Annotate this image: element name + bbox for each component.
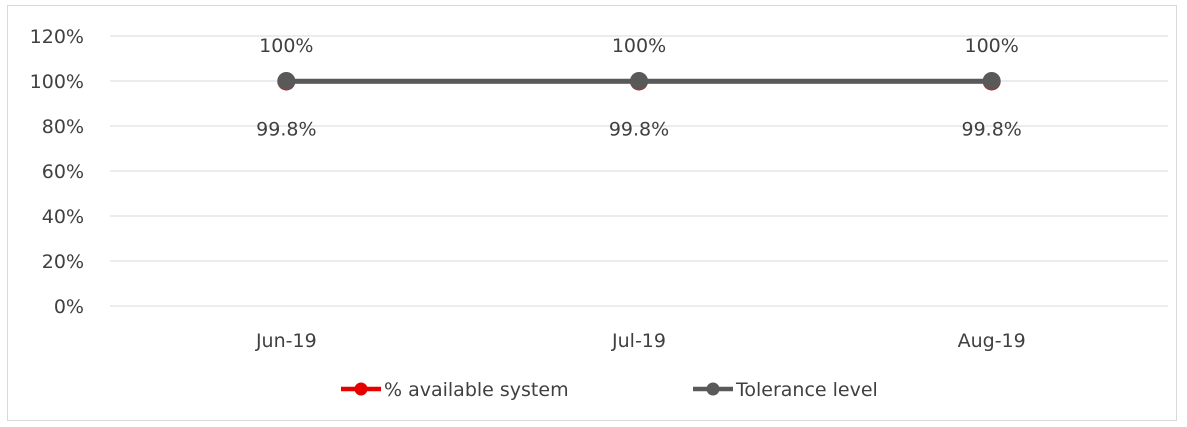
- line-chart: 0% 20% 40% 60% 80% 100% 120% Jun-19 Jul-19 Aug-1…: [30, 26, 1168, 401]
- data-label-1: 100%: [612, 35, 666, 57]
- y-tick-label: 100%: [30, 71, 84, 93]
- y-tick-label: 20%: [42, 251, 84, 273]
- data-label-1: 100%: [965, 35, 1019, 57]
- x-tick-label: Aug-19: [958, 330, 1026, 352]
- y-tick-label: 0%: [54, 296, 84, 318]
- y-tick-label: 40%: [42, 206, 84, 228]
- legend-label-1: Tolerance level: [735, 379, 878, 401]
- series-lines: [277, 72, 1001, 91]
- legend-marker-0: [354, 382, 368, 396]
- data-label-0: 99.8%: [961, 118, 1021, 140]
- x-axis-ticks: Jun-19 Jul-19 Aug-19: [255, 330, 1026, 352]
- chart-frame: 0% 20% 40% 60% 80% 100% 120% Jun-19 Jul-19 Aug-1…: [7, 5, 1177, 421]
- x-tick-label: Jul-19: [611, 330, 666, 352]
- legend: % available system Tolerance level: [341, 379, 878, 401]
- x-tick-label: Jun-19: [255, 330, 317, 352]
- y-tick-label: 120%: [30, 26, 84, 48]
- data-labels: 99.8% 99.8% 99.8% 100% 100% 100%: [256, 35, 1022, 140]
- legend-marker-1: [706, 382, 720, 396]
- series-point-1: [277, 72, 296, 90]
- data-label-0: 99.8%: [256, 118, 316, 140]
- series-point-1: [630, 72, 648, 90]
- series-point-1: [982, 72, 1001, 90]
- data-label-1: 100%: [259, 35, 313, 57]
- y-tick-label: 80%: [42, 116, 84, 138]
- y-tick-label: 60%: [42, 161, 84, 183]
- y-axis-ticks: 0% 20% 40% 60% 80% 100% 120%: [30, 26, 84, 318]
- data-label-0: 99.8%: [609, 118, 669, 140]
- legend-label-0: % available system: [384, 379, 569, 401]
